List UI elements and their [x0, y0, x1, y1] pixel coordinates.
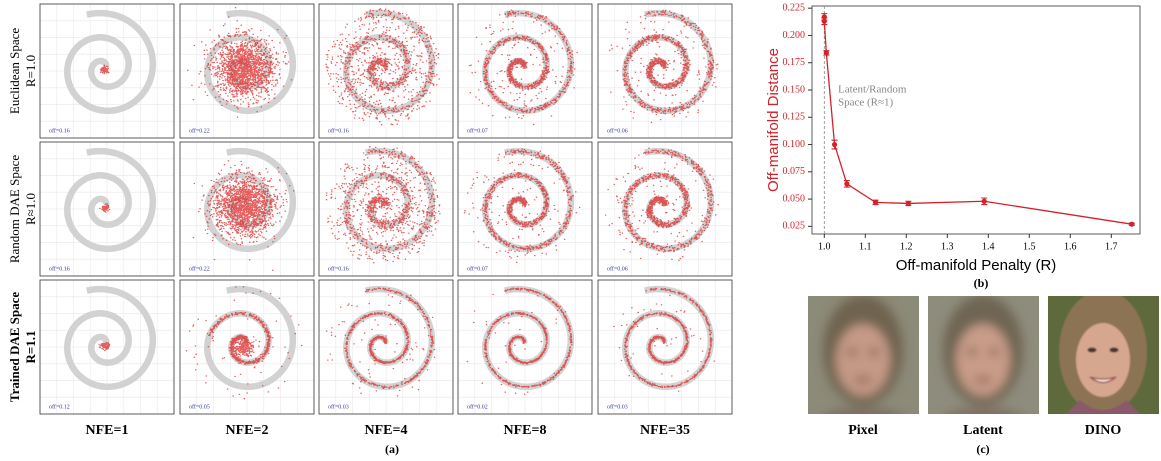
row-label: R≈1.0: [23, 193, 38, 225]
off-label: off=0.16: [49, 265, 70, 272]
face-latent: [928, 295, 1039, 443]
spiral-panel: off=0.07: [458, 4, 592, 138]
spiral-panel: off=0.03: [598, 280, 732, 414]
annotation: Space (R≈1): [838, 97, 894, 109]
off-label: off=0.22: [189, 127, 210, 134]
spiral-panel: off=0.06: [598, 142, 732, 276]
spiral-panel: off=0.22: [180, 4, 314, 138]
row-label: Random DAE Space: [7, 155, 22, 264]
data-point: [873, 200, 878, 205]
x-tick-label: 1.1: [859, 241, 872, 252]
off-label: off=0.02: [467, 403, 488, 410]
y-tick-label: 0.075: [783, 166, 806, 177]
column-label: NFE=35: [640, 423, 690, 438]
spiral-panel: off=0.16: [40, 142, 174, 276]
x-tick-label: 1.0: [818, 241, 831, 252]
spiral-panel: off=0.22: [180, 142, 314, 276]
data-point: [832, 142, 837, 147]
x-tick-label: 1.4: [982, 241, 995, 252]
spiral-panel: off=0.02: [458, 280, 592, 414]
face-dino: [1048, 290, 1159, 414]
body: off=0.16 off=0.22 off=0.16 off=0.07 off=0.06…: [0, 0, 1161, 461]
row-label: R=1.1: [23, 330, 38, 363]
off-label: off=0.22: [189, 265, 210, 272]
off-label: off=0.03: [328, 403, 349, 410]
off-label: off=0.16: [49, 127, 70, 134]
caption: (a): [385, 442, 399, 456]
x-tick-label: 1.7: [1105, 241, 1118, 252]
off-label: off=0.07: [467, 265, 488, 272]
image-label: DINO: [1085, 423, 1122, 438]
column-label: NFE=4: [365, 423, 408, 438]
annotation: Latent/Random: [838, 84, 907, 96]
data-point: [982, 199, 987, 204]
row-label: Trained DAE Space: [7, 292, 22, 402]
x-tick-label: 1.5: [1023, 241, 1036, 252]
data-point: [906, 201, 911, 206]
y-tick-label: 0.225: [783, 2, 806, 13]
y-axis-label: Off-manifold Distance: [765, 48, 782, 192]
spiral-panel: off=0.12: [40, 280, 174, 414]
column-label: NFE=8: [504, 423, 547, 438]
spiral-panel: off=0.06: [598, 4, 732, 138]
spiral-panel: off=0.16: [319, 142, 453, 276]
x-tick-label: 1.6: [1064, 241, 1077, 252]
figure: off=0.16 off=0.22 off=0.16 off=0.07 off=0.06…: [0, 0, 1161, 461]
caption: (c): [976, 442, 989, 456]
column-label: NFE=1: [86, 423, 129, 438]
off-label: off=0.12: [49, 403, 70, 410]
data-point: [822, 19, 827, 24]
plot-frame: [812, 6, 1140, 234]
x-tick-label: 1.3: [941, 241, 954, 252]
page: Figure { "figure_a": { "row_labels": [["…: [0, 0, 1161, 461]
x-tick-label: 1.2: [900, 241, 913, 252]
data-point: [844, 181, 849, 186]
data-point: [1129, 222, 1134, 227]
spiral-panel: off=0.03: [319, 280, 453, 414]
face-pixel: [808, 295, 919, 443]
y-tick-label: 0.100: [783, 139, 806, 150]
caption: (b): [974, 276, 989, 290]
spiral-panel: off=0.16: [319, 4, 453, 138]
spiral-panel: off=0.07: [458, 142, 592, 276]
off-label: off=0.06: [607, 265, 628, 272]
off-label: off=0.05: [189, 403, 210, 410]
y-tick-label: 0.125: [783, 112, 806, 123]
off-label: off=0.07: [467, 127, 488, 134]
y-tick-label: 0.200: [783, 30, 806, 41]
spiral-panel: off=0.05: [180, 280, 314, 414]
off-label: off=0.03: [607, 403, 628, 410]
row-label: Euclidean Space: [7, 28, 22, 114]
row-label: R=1.0: [23, 55, 38, 87]
y-tick-label: 0.175: [783, 57, 806, 68]
column-label: NFE=2: [226, 423, 269, 438]
data-point: [824, 50, 829, 55]
x-axis-label: Off-manifold Penalty (R): [896, 257, 1057, 274]
spiral-panel: off=0.16: [40, 4, 174, 138]
off-label: off=0.16: [328, 265, 349, 272]
off-label: off=0.16: [328, 127, 349, 134]
y-tick-label: 0.150: [783, 84, 806, 95]
image-label: Pixel: [848, 423, 878, 438]
y-tick-label: 0.025: [783, 221, 806, 232]
y-tick-label: 0.050: [783, 193, 806, 204]
off-label: off=0.06: [607, 127, 628, 134]
image-label: Latent: [963, 423, 1003, 438]
data-line: [824, 17, 1132, 224]
